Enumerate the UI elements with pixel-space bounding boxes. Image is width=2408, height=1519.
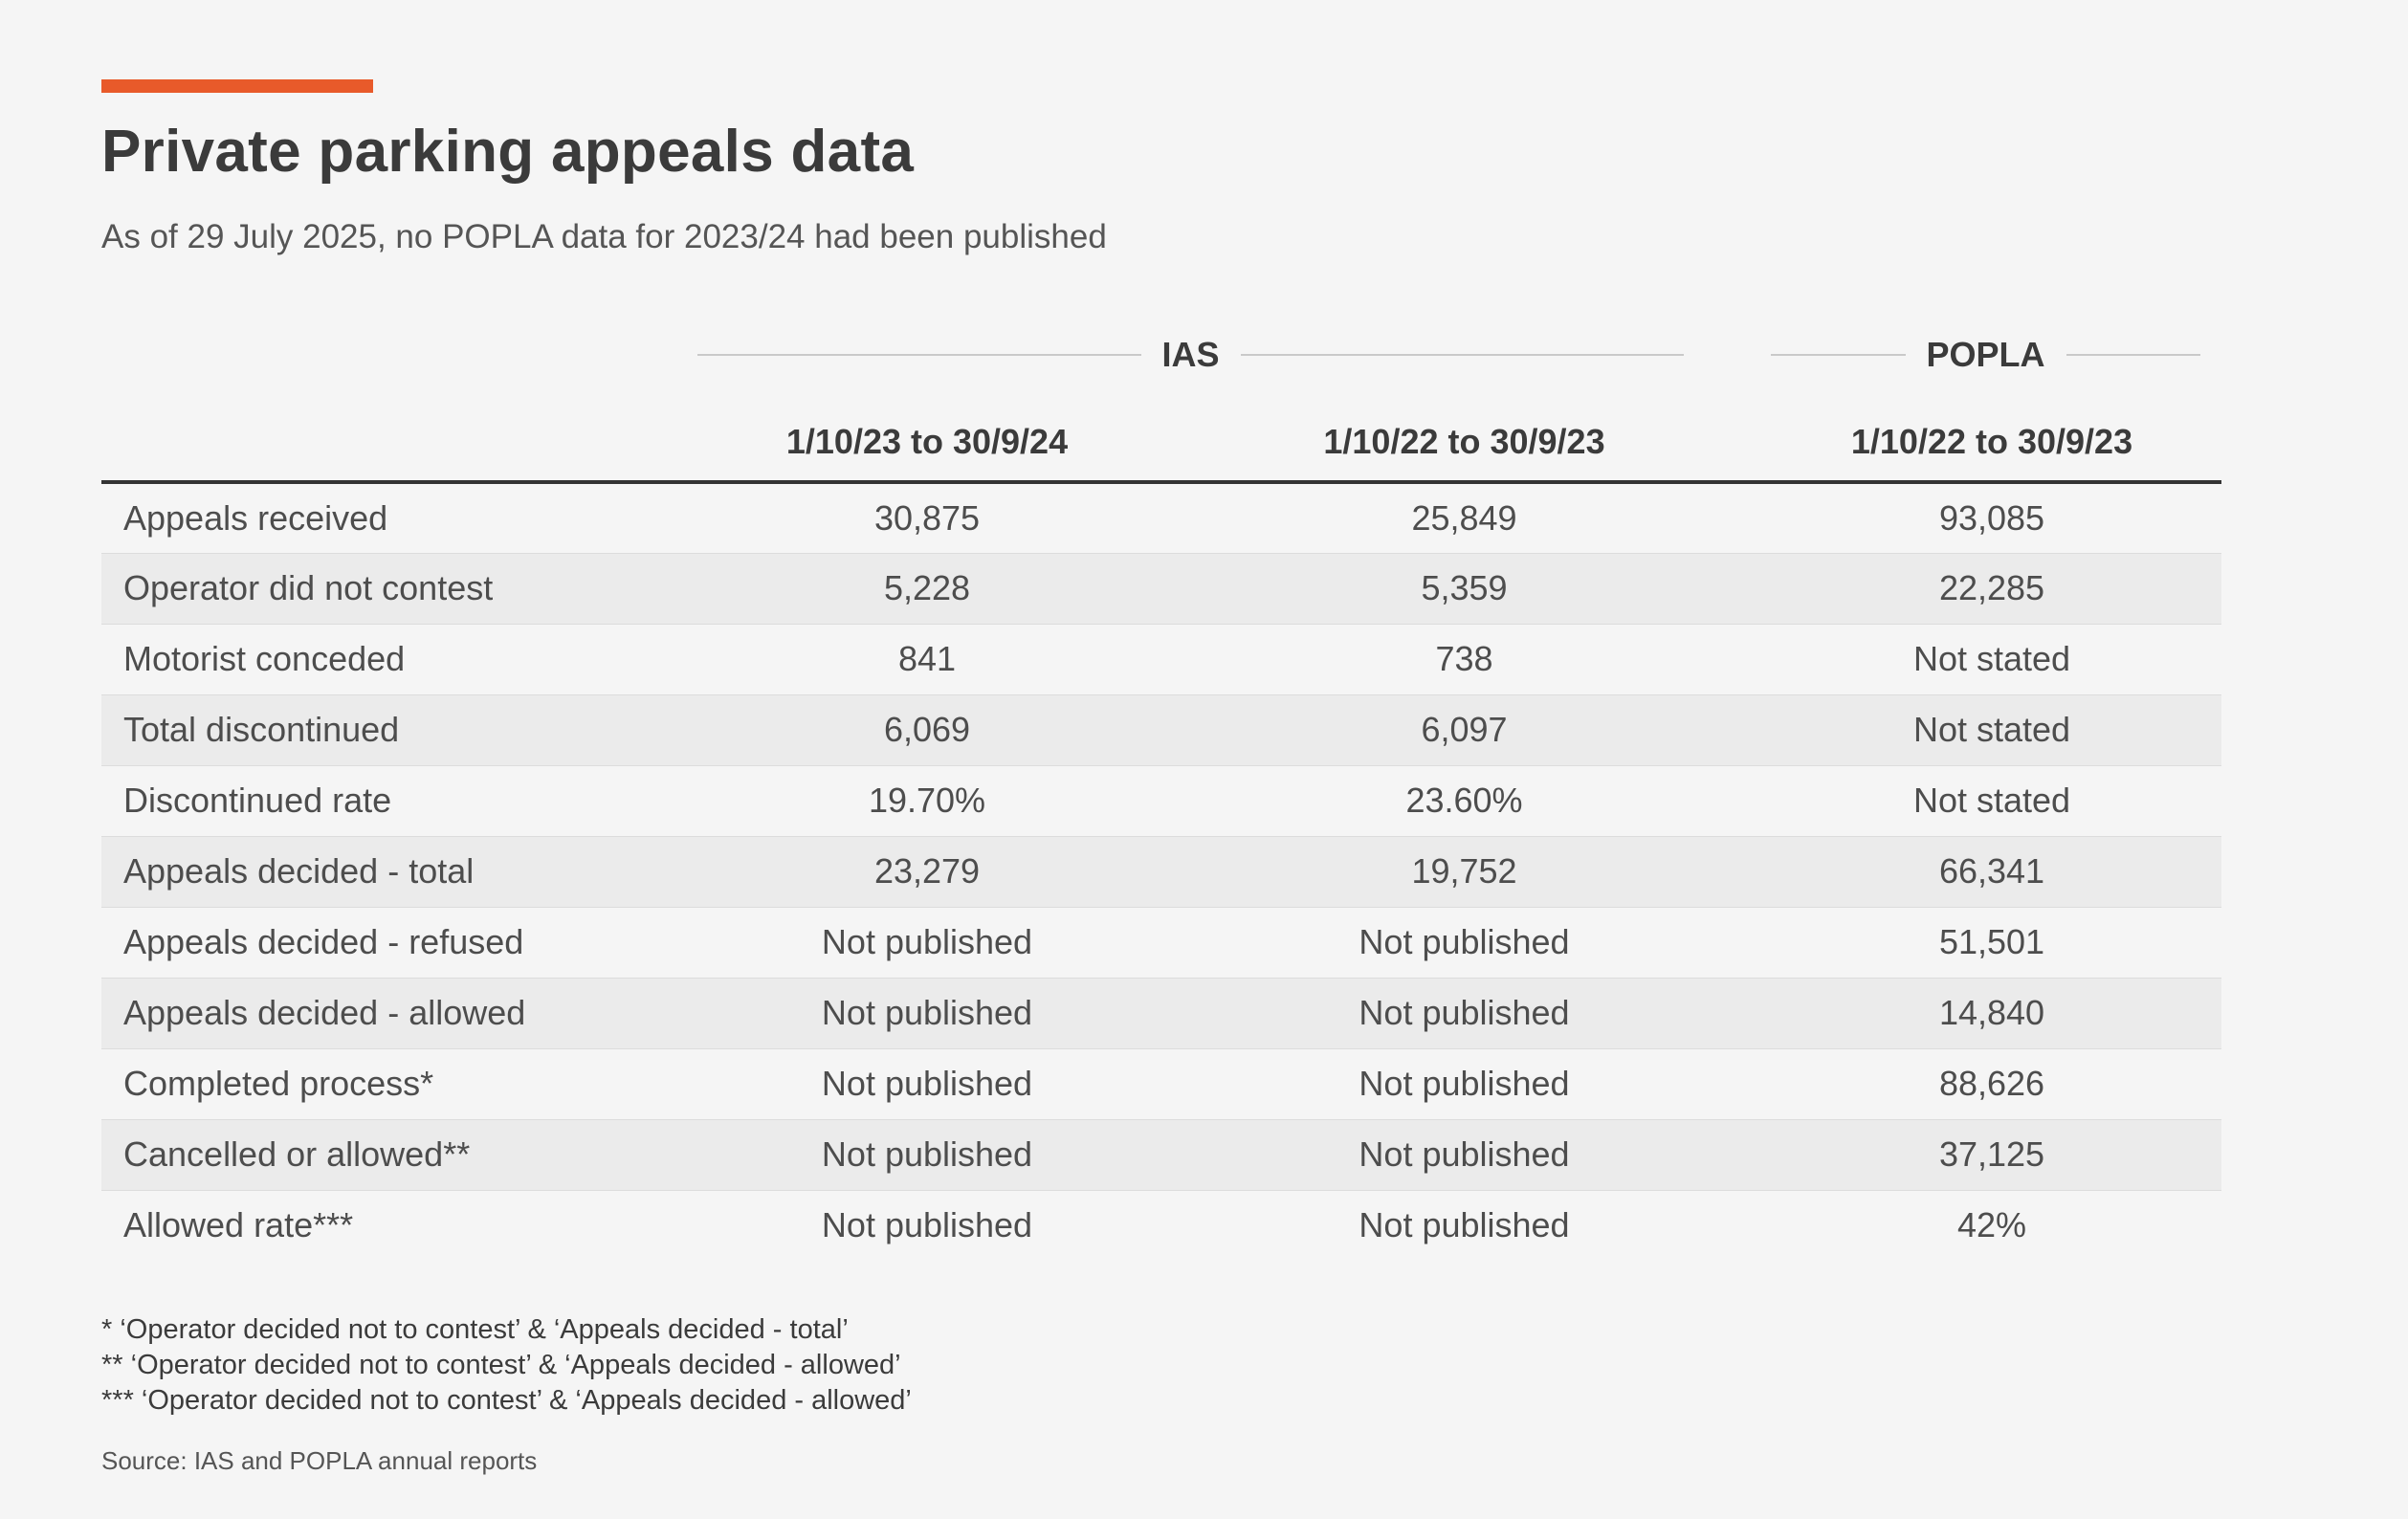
table-cell: 23,279 [688, 836, 1166, 908]
table-row: Appeals decided - total 23,279 19,752 66,34… [101, 836, 2221, 908]
accent-bar [101, 79, 373, 93]
page-title: Private parking appeals data [101, 119, 915, 185]
table-cell: Not stated [1762, 624, 2221, 695]
table-cell: Not published [688, 1048, 1166, 1120]
footnote: * ‘Operator decided not to contest’ & ‘A… [101, 1314, 849, 1345]
group-header-popla: POPLA [1771, 329, 2201, 381]
table-cell: 19.70% [688, 765, 1166, 837]
table-row: Cancelled or allowed** Not published Not p… [101, 1119, 2221, 1191]
table-row: Appeals decided - refused Not published No… [101, 907, 2221, 979]
table-cell: Not published [688, 978, 1166, 1049]
table-cell: 6,097 [1166, 694, 1762, 766]
group-label-popla: POPLA [1926, 335, 2045, 374]
source-note: Source: IAS and POPLA annual reports [101, 1446, 538, 1475]
table-cell: 5,228 [688, 553, 1166, 625]
group-header-ias: IAS [697, 329, 1685, 381]
table-row: Appeals decided - allowed Not published No… [101, 978, 2221, 1049]
table-cell: 30,875 [688, 482, 1166, 554]
column-header-label [101, 404, 688, 484]
table-cell: 51,501 [1762, 907, 2221, 979]
row-label: Cancelled or allowed** [101, 1119, 688, 1191]
table-cell: Not stated [1762, 694, 2221, 766]
table-cell: 93,085 [1762, 482, 2221, 554]
table-row: Appeals received 30,875 25,849 93,085 [101, 482, 2221, 554]
divider-line [697, 354, 1141, 356]
table-row: Total discontinued 6,069 6,097 Not stated [101, 694, 2221, 766]
table-row: Discontinued rate 19.70% 23.60% Not stated [101, 765, 2221, 837]
table-cell: Not published [688, 907, 1166, 979]
table-cell: Not published [1359, 1205, 1570, 1245]
table-row: Allowed rate*** Not published Not publishe… [101, 1190, 2221, 1261]
table-cell: 14,840 [1762, 978, 2221, 1049]
table-cell: 25,849 [1166, 482, 1762, 554]
table-cell: 841 [688, 624, 1166, 695]
table-cell: Not published [1166, 907, 1762, 979]
table-cell: 88,626 [1762, 1048, 2221, 1120]
row-label: Appeals received [101, 482, 688, 554]
column-header-ias-2023-24: 1/10/23 to 30/9/24 [688, 404, 1166, 484]
appeals-data-table: 1/10/23 to 30/9/24 1/10/22 to 30/9/23 1/… [101, 404, 2221, 1261]
table-cell: 22,285 [1762, 553, 2221, 625]
row-label: Total discontinued [101, 694, 688, 766]
table-cell: 37,125 [1762, 1119, 2221, 1191]
row-label: Discontinued rate [101, 765, 688, 837]
table-row: Operator did not contest 5,228 5,359 22,285 [101, 553, 2221, 625]
footnote: ** ‘Operator decided not to contest’ & ‘… [101, 1350, 901, 1380]
table-row: Completed process* Not published Not publi… [101, 1048, 2221, 1120]
row-label: Operator did not contest [101, 553, 688, 625]
table-cell: Not stated [1762, 765, 2221, 837]
row-label: Appeals decided - refused [101, 907, 688, 979]
table-cell: Not published [1166, 1119, 1762, 1191]
divider-line [1771, 354, 1906, 356]
row-label: Completed process* [101, 1048, 688, 1120]
table-cell: Not published [1166, 978, 1762, 1049]
column-header-popla-2022-23: 1/10/22 to 30/9/23 [1762, 404, 2221, 484]
table-cell: 738 [1166, 624, 1762, 695]
footnote: *** ‘Operator decided not to contest’ & … [101, 1385, 912, 1416]
table-cell: Not published [688, 1119, 1166, 1191]
table-cell: 23.60% [1166, 765, 1762, 837]
table-cell: 42% [1956, 1205, 2027, 1245]
table-cell: 5,359 [1166, 553, 1762, 625]
column-header-ias-2022-23: 1/10/22 to 30/9/23 [1166, 404, 1762, 484]
page-subtitle: As of 29 July 2025, no POPLA data for 20… [101, 218, 1107, 255]
table-body: Appeals received 30,875 25,849 93,085 Operat… [101, 482, 2221, 1261]
table-cell: 19,752 [1166, 836, 1762, 908]
table-cell: 6,069 [688, 694, 1166, 766]
table-row: Motorist conceded 841 738 Not stated [101, 624, 2221, 695]
group-label-ias: IAS [1161, 335, 1220, 374]
divider-line [1240, 354, 1685, 356]
table-header-row: 1/10/23 to 30/9/24 1/10/22 to 30/9/23 1/… [101, 404, 2221, 484]
footnotes: * ‘Operator decided not to contest’ & ‘A… [101, 1312, 912, 1419]
table-cell: 66,341 [1762, 836, 2221, 908]
row-label: Appeals decided - total [101, 836, 688, 908]
row-label: Motorist conceded [101, 624, 688, 695]
row-label: Allowed rate*** [123, 1205, 354, 1245]
table-cell: Not published [1166, 1048, 1762, 1120]
row-label: Appeals decided - allowed [101, 978, 688, 1049]
table-cell: Not published [821, 1205, 1033, 1245]
divider-line [2066, 354, 2201, 356]
